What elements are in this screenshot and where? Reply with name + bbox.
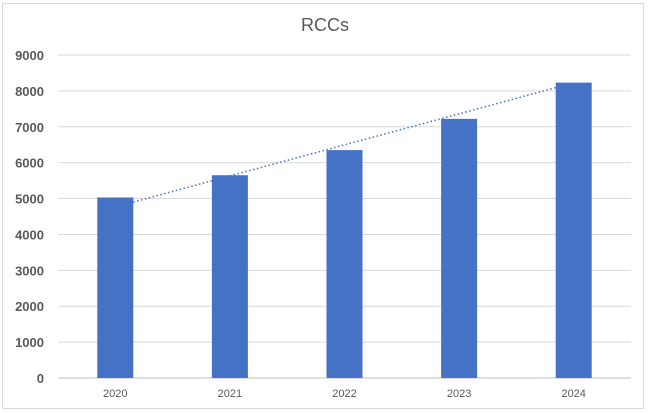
bars <box>97 82 592 378</box>
y-tick-label: 1000 <box>15 335 44 350</box>
chart-title: RCCs <box>301 15 349 35</box>
y-tick-label: 0 <box>37 371 44 386</box>
trendline <box>133 86 556 203</box>
x-tick-label: 2024 <box>561 388 585 400</box>
y-tick-label: 9000 <box>15 48 44 63</box>
bar-2020 <box>97 197 134 378</box>
x-tick-label: 2022 <box>332 388 356 400</box>
y-axis-labels: 0 1000 2000 3000 4000 5000 6000 7000 8000 9000 <box>15 48 44 386</box>
y-tick-label: 3000 <box>15 263 44 278</box>
bar-2023 <box>441 118 478 378</box>
bar-2021 <box>211 175 248 378</box>
y-tick-label: 8000 <box>15 84 44 99</box>
bar-2024 <box>555 82 592 378</box>
y-tick-label: 2000 <box>15 299 44 314</box>
y-tick-label: 7000 <box>15 120 44 135</box>
x-tick-label: 2023 <box>447 388 471 400</box>
y-tick-label: 6000 <box>15 156 44 171</box>
bar-2022 <box>326 150 363 378</box>
trendline-line <box>133 86 556 203</box>
x-axis-labels: 2020 2021 2022 2023 2024 <box>103 388 586 400</box>
y-tick-label: 5000 <box>15 192 44 207</box>
y-tick-label: 4000 <box>15 227 44 242</box>
x-tick-label: 2020 <box>103 388 127 400</box>
x-tick-label: 2021 <box>218 388 242 400</box>
